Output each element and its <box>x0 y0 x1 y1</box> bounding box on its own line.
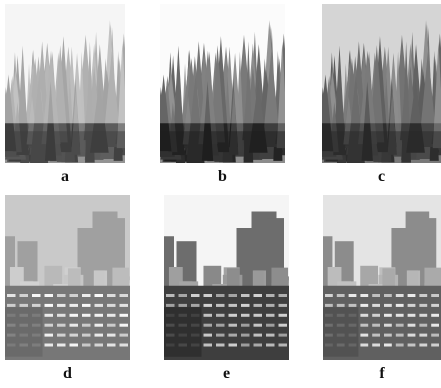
photo <box>160 4 285 163</box>
photo <box>5 195 130 360</box>
panel-label: b <box>208 168 238 186</box>
figure: a b c d e f <box>0 0 441 388</box>
panel-label: d <box>53 365 83 383</box>
panel-label: f <box>367 365 397 383</box>
panel-label: c <box>367 168 397 186</box>
photo <box>164 195 289 360</box>
photo <box>5 4 125 163</box>
photo <box>322 4 441 163</box>
panel-label: e <box>212 365 242 383</box>
panel-label: a <box>50 168 80 186</box>
photo <box>323 195 441 360</box>
